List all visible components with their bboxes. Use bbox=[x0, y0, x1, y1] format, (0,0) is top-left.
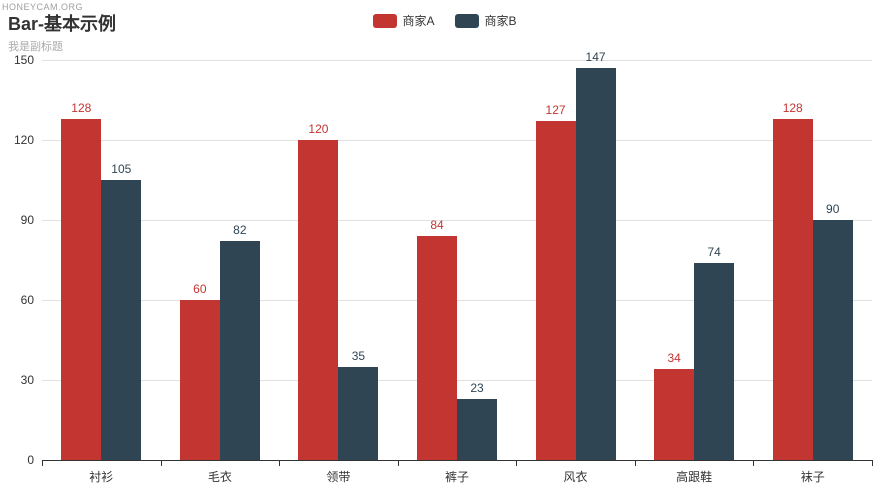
bar-value-label: 34 bbox=[667, 351, 680, 365]
bar-value-label: 105 bbox=[111, 162, 131, 176]
x-tick bbox=[635, 460, 636, 466]
bar-value-label: 74 bbox=[707, 245, 720, 259]
y-axis-label: 0 bbox=[27, 453, 34, 467]
gridline bbox=[42, 380, 872, 381]
legend-label: 商家B bbox=[485, 12, 517, 29]
bar-value-label: 60 bbox=[193, 282, 206, 296]
x-axis-label: 袜子 bbox=[801, 468, 825, 485]
gridline bbox=[42, 140, 872, 141]
bar-value-label: 127 bbox=[546, 103, 566, 117]
y-axis-label: 30 bbox=[21, 373, 34, 387]
bar[interactable] bbox=[180, 300, 220, 460]
bar[interactable] bbox=[298, 140, 338, 460]
chart-title: Bar-基本示例 bbox=[8, 10, 116, 36]
bar-value-label: 128 bbox=[71, 101, 91, 115]
x-axis-label: 毛衣 bbox=[208, 468, 232, 485]
gridline bbox=[42, 300, 872, 301]
bar[interactable] bbox=[813, 220, 853, 460]
legend: 商家A 商家B bbox=[372, 12, 516, 29]
chart-subtitle: 我是副标题 bbox=[8, 38, 116, 54]
x-axis-label: 领带 bbox=[326, 468, 350, 485]
bar-value-label: 82 bbox=[233, 223, 246, 237]
y-axis-label: 150 bbox=[14, 53, 34, 67]
x-tick bbox=[872, 460, 873, 466]
legend-item-1[interactable]: 商家B bbox=[455, 12, 517, 29]
gridline bbox=[42, 220, 872, 221]
bar[interactable] bbox=[654, 369, 694, 460]
x-axis bbox=[42, 460, 872, 461]
bar-value-label: 128 bbox=[783, 101, 803, 115]
bar[interactable] bbox=[773, 119, 813, 460]
bar-value-label: 23 bbox=[470, 381, 483, 395]
x-tick bbox=[398, 460, 399, 466]
y-axis-label: 90 bbox=[21, 213, 34, 227]
bar[interactable] bbox=[101, 180, 141, 460]
bar-value-label: 84 bbox=[430, 218, 443, 232]
bar-value-label: 35 bbox=[352, 349, 365, 363]
x-axis-label: 高跟鞋 bbox=[676, 468, 712, 485]
title-block: Bar-基本示例 我是副标题 bbox=[8, 10, 116, 54]
bar[interactable] bbox=[338, 367, 378, 460]
bar[interactable] bbox=[576, 68, 616, 460]
gridline bbox=[42, 60, 872, 61]
legend-swatch bbox=[455, 14, 479, 28]
legend-swatch bbox=[372, 14, 396, 28]
bar-value-label: 90 bbox=[826, 202, 839, 216]
legend-item-0[interactable]: 商家A bbox=[372, 12, 434, 29]
x-axis-label: 裤子 bbox=[445, 468, 469, 485]
bar[interactable] bbox=[61, 119, 101, 460]
x-tick bbox=[161, 460, 162, 466]
x-tick bbox=[279, 460, 280, 466]
bar[interactable] bbox=[417, 236, 457, 460]
chart-plot-area: 0306090120150衬衫毛衣领带裤子风衣高跟鞋袜子128601208412… bbox=[42, 60, 872, 460]
bar[interactable] bbox=[220, 241, 260, 460]
bar[interactable] bbox=[536, 121, 576, 460]
y-axis-label: 60 bbox=[21, 293, 34, 307]
y-axis-label: 120 bbox=[14, 133, 34, 147]
x-tick bbox=[516, 460, 517, 466]
x-axis-label: 风衣 bbox=[564, 468, 588, 485]
bar-value-label: 147 bbox=[586, 50, 606, 64]
bar[interactable] bbox=[457, 399, 497, 460]
x-tick bbox=[753, 460, 754, 466]
x-tick bbox=[42, 460, 43, 466]
legend-label: 商家A bbox=[402, 12, 434, 29]
bar[interactable] bbox=[694, 263, 734, 460]
x-axis-label: 衬衫 bbox=[89, 468, 113, 485]
bar-value-label: 120 bbox=[308, 122, 328, 136]
